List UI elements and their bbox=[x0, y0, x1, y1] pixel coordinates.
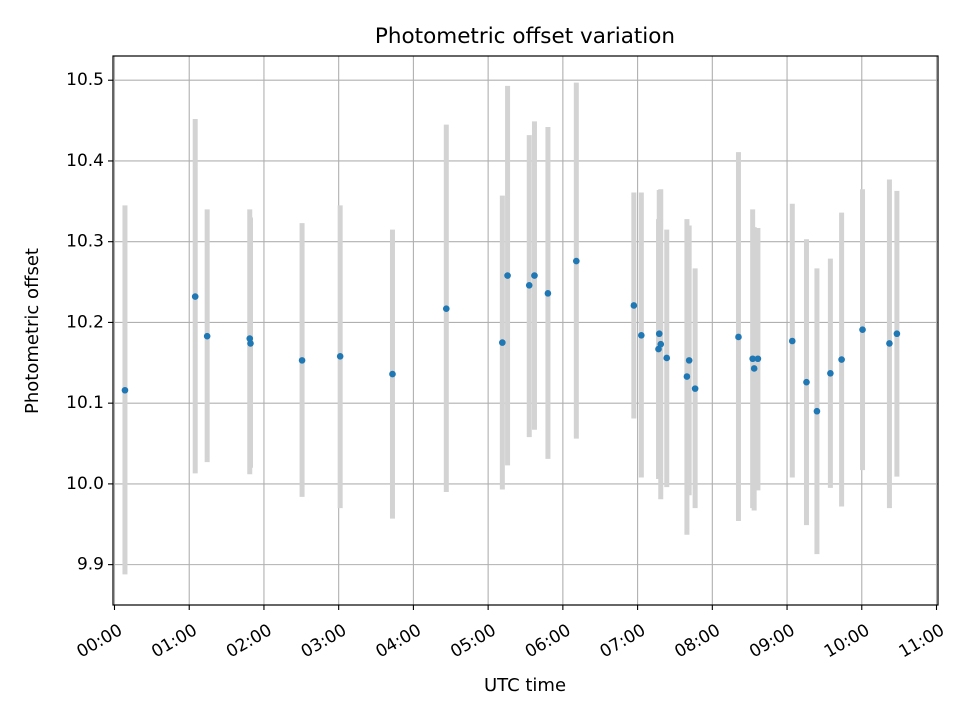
data-point bbox=[499, 339, 506, 346]
data-point bbox=[886, 340, 893, 347]
data-point bbox=[657, 341, 664, 348]
data-point bbox=[443, 305, 450, 312]
data-point bbox=[573, 258, 580, 265]
y-tick-label: 10.4 bbox=[66, 151, 104, 171]
y-tick-label: 10.5 bbox=[66, 70, 104, 90]
data-point bbox=[192, 293, 199, 300]
data-point bbox=[122, 387, 129, 394]
data-point bbox=[299, 357, 306, 364]
data-point bbox=[692, 385, 699, 392]
data-point bbox=[751, 365, 758, 372]
data-point bbox=[789, 338, 796, 345]
data-point bbox=[755, 355, 762, 362]
data-point bbox=[631, 302, 638, 309]
data-point bbox=[838, 356, 845, 363]
data-point bbox=[686, 357, 693, 364]
data-point bbox=[545, 290, 552, 297]
data-point bbox=[827, 370, 834, 377]
data-point bbox=[663, 355, 670, 362]
y-tick-label: 9.9 bbox=[77, 555, 104, 575]
data-point bbox=[859, 326, 866, 333]
data-point bbox=[337, 353, 344, 360]
data-point bbox=[894, 330, 901, 337]
data-point bbox=[656, 330, 663, 337]
x-axis-label: UTC time bbox=[484, 675, 566, 696]
y-tick-label: 10.3 bbox=[66, 232, 104, 252]
chart-title: Photometric offset variation bbox=[375, 24, 675, 49]
data-point bbox=[504, 272, 511, 279]
data-point bbox=[526, 282, 533, 289]
y-tick-label: 10.0 bbox=[66, 474, 104, 494]
y-tick-label: 10.1 bbox=[66, 393, 104, 413]
data-point bbox=[803, 379, 810, 386]
data-point bbox=[735, 334, 742, 341]
data-point bbox=[247, 340, 254, 347]
data-point bbox=[638, 332, 645, 339]
data-point bbox=[814, 408, 821, 415]
data-point bbox=[531, 272, 538, 279]
chart-container: 00:00 01:00 02:00 03:00 04:00 05:00 06:00 07:00… bbox=[0, 0, 960, 720]
data-point bbox=[204, 333, 211, 340]
data-point bbox=[389, 371, 396, 378]
data-point bbox=[684, 373, 691, 380]
y-axis-label: Photometric offset bbox=[22, 248, 43, 414]
photometric-offset-chart: 00:00 01:00 02:00 03:00 04:00 05:00 06:00 07:00… bbox=[0, 0, 960, 720]
y-tick-label: 10.2 bbox=[66, 312, 104, 332]
